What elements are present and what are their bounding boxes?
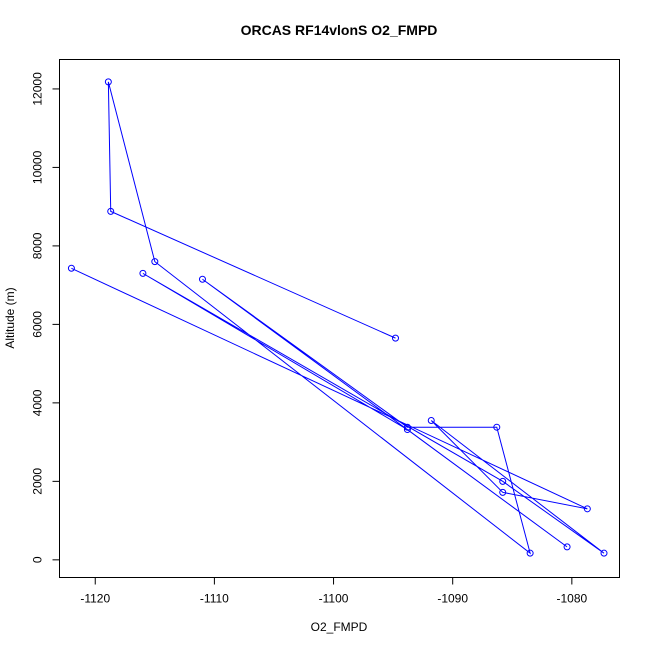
y-axis: 0 2000 4000 6000 8000 10000 12000 — [31, 72, 60, 563]
x-tick-label: -1080 — [556, 592, 587, 606]
x-tick-label: -1090 — [437, 592, 468, 606]
data-point — [151, 258, 159, 266]
y-tick-label: 12000 — [31, 72, 45, 106]
y-tick-label: 6000 — [31, 311, 45, 338]
data-point — [403, 423, 411, 431]
data-point — [104, 78, 112, 86]
data-point — [493, 423, 501, 431]
data-point — [563, 543, 571, 551]
chart-title: ORCAS RF14vlonS O2_FMPD — [241, 22, 438, 38]
data-point — [198, 275, 206, 283]
x-axis: -1120 -1110 -1100 -1090 -1080 — [80, 577, 588, 606]
y-tick-label: 2000 — [31, 468, 45, 495]
y-tick-label: 0 — [31, 556, 45, 563]
series-layer — [67, 78, 608, 557]
x-tick-label: -1110 — [200, 592, 229, 606]
y-tick-label: 4000 — [31, 389, 45, 416]
data-point — [392, 334, 399, 342]
data-point — [600, 549, 608, 557]
y-tick-label: 10000 — [31, 150, 45, 184]
data-point — [583, 505, 591, 513]
plot-frame — [59, 59, 620, 578]
y-tick-label: 8000 — [31, 232, 45, 259]
data-point — [499, 488, 507, 496]
data-point — [526, 549, 534, 557]
data-point — [67, 264, 75, 272]
series-line — [71, 81, 605, 555]
data-point — [139, 269, 147, 277]
data-point — [427, 417, 435, 425]
x-tick-label: -1120 — [80, 592, 110, 606]
y-axis-label: Altitude (m) — [3, 287, 17, 348]
data-point — [499, 477, 507, 485]
data-point — [107, 207, 115, 215]
data-point — [403, 426, 411, 434]
x-tick-label: -1100 — [319, 592, 349, 606]
x-axis-label: O2_FMPD — [311, 620, 368, 634]
